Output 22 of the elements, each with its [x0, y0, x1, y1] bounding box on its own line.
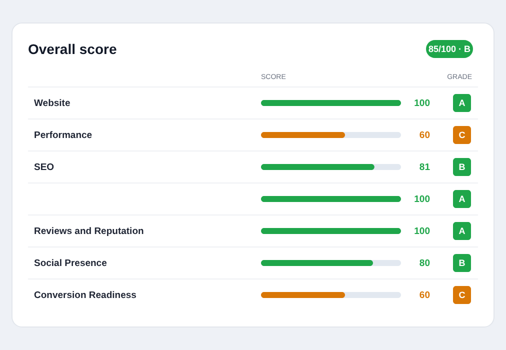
- text: B: [458, 258, 466, 268]
- text: A: [458, 98, 466, 108]
- text: A: [458, 226, 466, 236]
- data-label: 100: [414, 194, 430, 205]
- text: Overall score: [28, 41, 117, 57]
- y-tick-label: Performance: [34, 130, 92, 141]
- data-label: 81: [419, 162, 431, 173]
- y-tick-label: SEO: [34, 162, 54, 173]
- text: A: [458, 194, 466, 204]
- data-label: 80: [419, 258, 430, 269]
- text: C: [458, 290, 466, 300]
- y-tick-label: Conversion Readiness: [34, 290, 136, 301]
- text: 85/100 · B: [428, 44, 472, 54]
- y-tick-label: Website: [34, 98, 70, 109]
- y-tick-label: Social Presence: [34, 258, 107, 269]
- y-tick-label: Reviews and Reputation: [34, 226, 144, 237]
- data-label: 60: [419, 130, 430, 141]
- data-label: 60: [419, 290, 430, 301]
- data-label: 100: [414, 226, 430, 237]
- data-label: 100: [414, 98, 430, 109]
- text: B: [458, 162, 466, 172]
- text: C: [458, 130, 466, 140]
